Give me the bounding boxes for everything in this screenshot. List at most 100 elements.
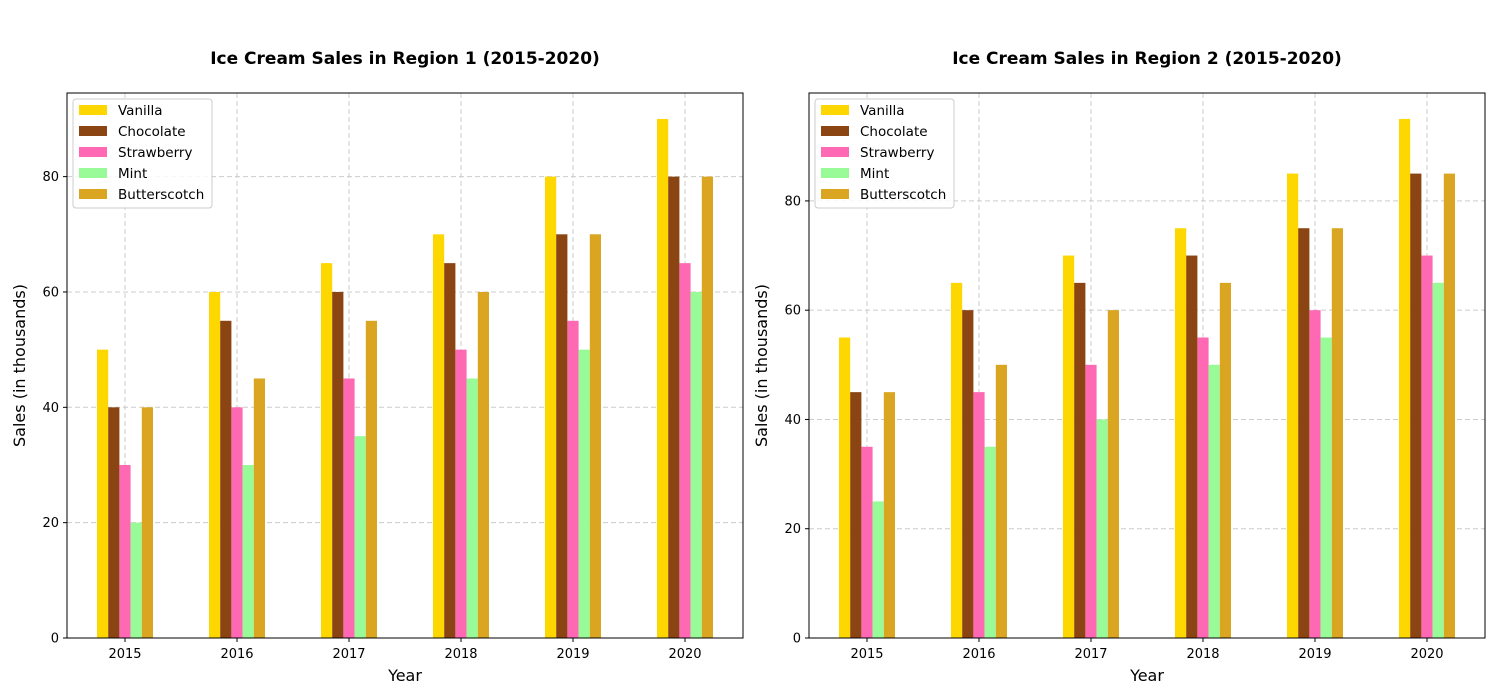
bar-strawberry-2017 [1085,364,1097,638]
bar-mint-2015 [872,501,884,638]
y-tick-label: 80 [42,170,59,185]
bar-vanilla-2016 [951,282,963,638]
bar-chocolate-2020 [668,176,680,639]
bar-mint-2018 [1208,364,1220,638]
bar-strawberry-2015 [861,446,873,638]
bar-butterscotch-2020 [1443,173,1455,638]
y-tick-label: 40 [42,401,59,416]
y-tick-label: 40 [784,413,801,428]
legend-swatch-strawberry [821,147,849,157]
bar-butterscotch-2017 [1107,310,1119,638]
bar-butterscotch-2016 [253,378,265,638]
x-tick-label: 2017 [1074,647,1107,662]
bar-vanilla-2017 [1063,255,1075,638]
bar-vanilla-2020 [657,118,669,638]
bar-strawberry-2020 [679,263,691,638]
bar-vanilla-2015 [839,337,851,638]
chart-title: Ice Cream Sales in Region 2 (2015-2020) [952,49,1342,69]
bar-chocolate-2017 [1074,282,1086,638]
y-tick-label: 0 [51,632,59,647]
legend-label-mint: Mint [118,166,147,182]
bar-strawberry-2016 [231,407,243,638]
bar-mint-2019 [578,349,590,638]
legend-swatch-mint [821,168,849,178]
bar-vanilla-2016 [209,291,221,638]
chart-panel-2: 0 20 40 60 80 2015 2016 2017 2018 2019 2020 Ice Cre… [752,49,1486,685]
bar-butterscotch-2015 [141,407,153,638]
legend-swatch-mint [79,168,107,178]
bar-chocolate-2016 [220,320,232,638]
y-tick-label: 20 [42,516,59,531]
x-tick-label: 2020 [668,647,701,662]
legend-swatch-chocolate [79,126,107,136]
legend-label-strawberry: Strawberry [860,145,934,161]
x-tick-label: 2016 [962,647,995,662]
y-tick-label: 80 [784,194,801,209]
legend-label-vanilla: Vanilla [860,103,905,119]
legend-label-mint: Mint [860,166,889,182]
y-tick-label: 60 [784,304,801,319]
bar-strawberry-2020 [1421,255,1433,638]
plot-frame [66,92,744,639]
bar-chocolate-2019 [1298,228,1310,638]
bar-strawberry-2019 [1309,310,1321,638]
y-tick-label: 60 [42,285,59,300]
bar-mint-2016 [984,446,996,638]
x-tick-label: 2018 [444,647,477,662]
plot-frame [808,92,1486,639]
bar-mint-2019 [1320,337,1332,638]
bar-strawberry-2016 [973,392,985,638]
chart-panel-1: 0 20 40 60 80 2015 2016 2017 2018 2019 2020 Ice Cre… [10,49,744,685]
bar-vanilla-2019 [545,176,557,639]
legend-swatch-vanilla [79,105,107,115]
legend-box [72,98,213,209]
bar-vanilla-2015 [97,349,109,638]
y-tick-label: 20 [784,522,801,537]
bar-vanilla-2017 [321,263,333,638]
legend-swatch-butterscotch [79,189,107,199]
x-axis-label: Year [387,666,422,685]
bar-strawberry-2019 [567,320,579,638]
y-axis-label: Sales (in thousands) [10,284,29,447]
x-tick-label: 2017 [332,647,365,662]
legend-label-chocolate: Chocolate [118,124,186,140]
x-tick-label: 2015 [108,647,141,662]
legend-label-butterscotch: Butterscotch [118,187,204,203]
bar-vanilla-2019 [1287,173,1299,638]
bar-strawberry-2018 [455,349,467,638]
legend-swatch-butterscotch [821,189,849,199]
legend-label-butterscotch: Butterscotch [860,187,946,203]
x-axis-label: Year [1129,666,1164,685]
x-tick-label: 2016 [220,647,253,662]
y-axis-label: Sales (in thousands) [752,284,771,447]
x-tick-label: 2019 [556,647,589,662]
legend: Vanilla Chocolate Strawberry Mint Butterscot… [814,98,955,209]
bar-mint-2018 [466,378,478,638]
legend-swatch-strawberry [79,147,107,157]
legend-swatch-vanilla [821,105,849,115]
bar-mint-2017 [354,436,366,638]
y-tick-label: 0 [793,632,801,647]
x-tick-label: 2018 [1186,647,1219,662]
x-tick-label: 2015 [850,647,883,662]
bar-chocolate-2015 [108,407,120,638]
bar-butterscotch-2015 [883,392,895,638]
bar-vanilla-2018 [1175,228,1187,638]
bar-strawberry-2018 [1197,337,1209,638]
bar-butterscotch-2019 [1331,228,1343,638]
bar-butterscotch-2017 [365,320,377,638]
legend-box [814,98,955,209]
chart-title: Ice Cream Sales in Region 1 (2015-2020) [210,49,600,69]
bar-chocolate-2020 [1410,173,1422,638]
legend-label-vanilla: Vanilla [118,103,163,119]
x-tick-label: 2020 [1410,647,1443,662]
bar-butterscotch-2019 [589,234,601,638]
bar-chocolate-2015 [850,392,862,638]
bar-butterscotch-2018 [1219,282,1231,638]
x-tick-label: 2019 [1298,647,1331,662]
bar-strawberry-2015 [119,464,131,638]
bar-mint-2016 [242,464,254,638]
bar-chocolate-2018 [444,263,456,638]
